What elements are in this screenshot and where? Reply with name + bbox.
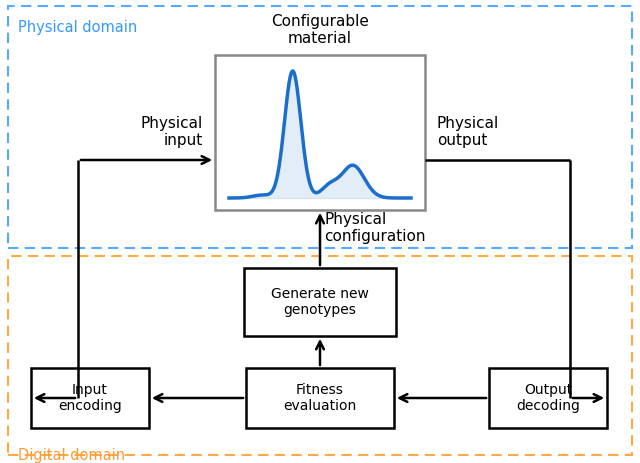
FancyArrowPatch shape (36, 394, 76, 402)
Text: Digital domain: Digital domain (18, 448, 125, 463)
Bar (8, 6, 632, 248)
FancyArrowPatch shape (316, 342, 324, 365)
Text: Input
encoding: Input encoding (58, 383, 122, 413)
Bar (244, 268, 396, 336)
Bar (489, 368, 607, 428)
Text: Physical
configuration: Physical configuration (324, 212, 426, 244)
Text: Physical domain: Physical domain (18, 20, 137, 35)
Bar (8, 256, 632, 455)
Bar (246, 368, 394, 428)
Text: Physical
output: Physical output (437, 116, 499, 148)
FancyArrowPatch shape (399, 394, 486, 402)
Text: Generate new
genotypes: Generate new genotypes (271, 287, 369, 317)
Text: Physical
input: Physical input (141, 116, 203, 148)
FancyArrowPatch shape (155, 394, 243, 402)
FancyArrowPatch shape (316, 216, 324, 265)
Bar (31, 368, 149, 428)
Text: Configurable
material: Configurable material (271, 14, 369, 46)
Text: Output
decoding: Output decoding (516, 383, 580, 413)
Text: Fitness
evaluation: Fitness evaluation (284, 383, 356, 413)
FancyArrowPatch shape (81, 156, 209, 164)
FancyArrowPatch shape (573, 394, 602, 402)
Bar (215, 55, 425, 210)
